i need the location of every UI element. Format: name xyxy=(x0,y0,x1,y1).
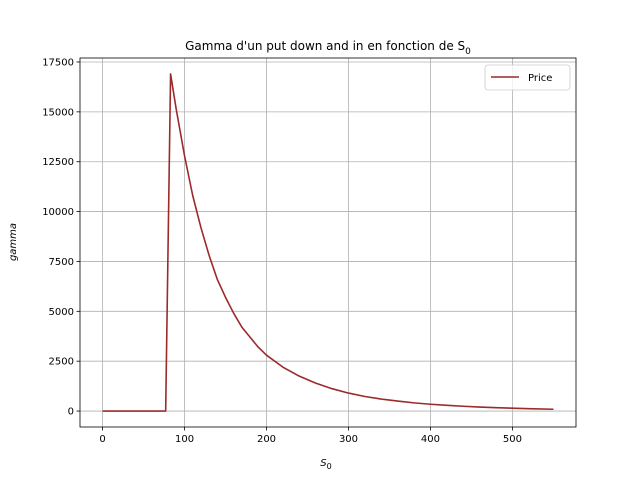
y-tick-label: 10000 xyxy=(42,207,74,218)
y-tick-label: 0 xyxy=(68,407,74,418)
y-tick-label: 5000 xyxy=(49,307,74,318)
x-tick-label: 300 xyxy=(339,434,358,445)
legend: Price xyxy=(484,64,571,91)
x-tick-label: 400 xyxy=(421,434,440,445)
y-tick-label: 15000 xyxy=(42,107,74,118)
y-tick-label: 17500 xyxy=(42,57,74,68)
x-axis-label-main: S xyxy=(320,458,327,469)
plot-frame xyxy=(79,57,577,428)
x-tick-label: 100 xyxy=(175,434,194,445)
legend-box xyxy=(484,64,571,91)
chart-title: Gamma d'un put down and in en fonction d… xyxy=(185,39,471,57)
x-tick-label: 0 xyxy=(99,434,105,445)
grid xyxy=(80,58,576,427)
y-tick-label: 12500 xyxy=(42,157,74,168)
ticks: 0 100 200 300 400 500025005000750010000125001… xyxy=(42,57,522,445)
x-tick-label: 500 xyxy=(503,434,522,445)
series-line-price xyxy=(102,73,554,412)
y-tick-label: 7500 xyxy=(49,257,74,268)
y-tick-label: 2500 xyxy=(49,357,74,368)
x-tick-label: 200 xyxy=(257,434,276,445)
chart-title-main: Gamma d'un put down and in en fonction d… xyxy=(185,39,465,53)
x-axis-label: S0 xyxy=(320,458,331,471)
y-axis-label: gamma xyxy=(8,223,19,261)
x-axis-label-subscript: 0 xyxy=(327,462,332,471)
legend-label-price: Price xyxy=(528,73,552,84)
chart-title-subscript: 0 xyxy=(465,47,471,57)
series xyxy=(102,73,554,412)
